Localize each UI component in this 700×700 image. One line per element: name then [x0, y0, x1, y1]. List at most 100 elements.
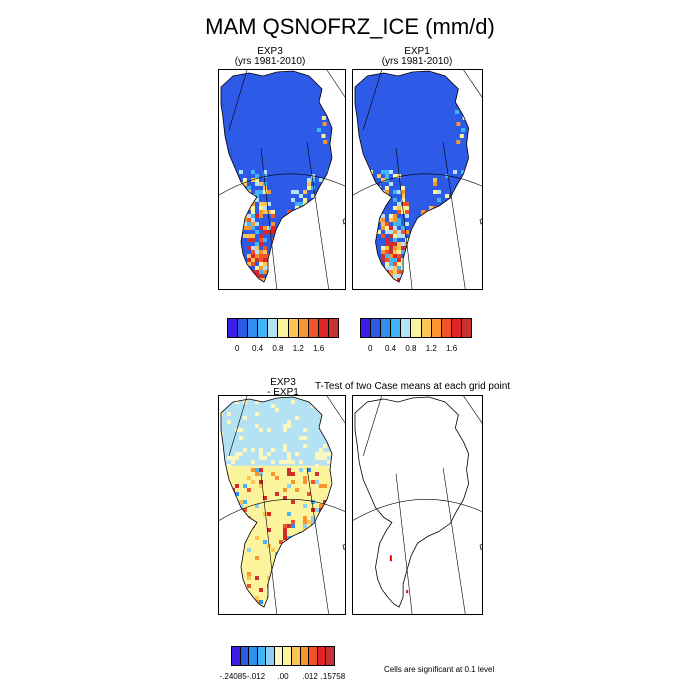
- field-cell: [465, 198, 469, 202]
- field-cell: [385, 258, 389, 262]
- field-cell: [227, 508, 231, 512]
- field-cell: [223, 536, 227, 540]
- field-cell: [239, 504, 243, 508]
- field-cell: [477, 282, 481, 286]
- field-cell: [279, 246, 283, 250]
- field-cell: [311, 238, 315, 242]
- field-cell: [433, 226, 437, 230]
- field-cell: [339, 552, 343, 556]
- field-cell: [259, 266, 263, 270]
- field-cell: [389, 278, 393, 282]
- field-cell: [433, 190, 437, 194]
- field-cell: [287, 282, 291, 286]
- field-cell: [243, 190, 247, 194]
- field-cell: [469, 246, 473, 250]
- field-cell: [247, 548, 251, 552]
- field-cell: [465, 270, 469, 274]
- field-cell: [319, 258, 323, 262]
- field-cell: [409, 270, 413, 274]
- field-cell: [279, 286, 283, 290]
- field-cell: [231, 588, 235, 592]
- field-cell: [327, 274, 331, 278]
- colorbar-tick-label: 1.6: [446, 344, 458, 353]
- field-cell: [445, 274, 449, 278]
- field-cell: [381, 258, 385, 262]
- field-cell: [295, 488, 299, 492]
- field-cell: [389, 170, 393, 174]
- field-cell: [461, 210, 465, 214]
- field-cell: [255, 266, 259, 270]
- field-cell: [283, 528, 287, 532]
- field-cell: [377, 230, 381, 234]
- field-cell: [343, 286, 346, 290]
- field-cell: [271, 214, 275, 218]
- field-cell: [456, 140, 461, 144]
- field-cell: [291, 460, 295, 464]
- colorbar-swatch: [283, 647, 293, 665]
- field-cell: [401, 226, 405, 230]
- field-cell: [421, 282, 425, 286]
- field-cell: [409, 246, 413, 250]
- field-cell: [459, 134, 464, 138]
- field-cell: [409, 254, 413, 258]
- field-cell: [299, 286, 303, 290]
- field-cell: [295, 238, 299, 242]
- field-cell: [251, 448, 255, 452]
- field-cell: [421, 270, 425, 274]
- field-cell: [433, 246, 437, 250]
- field-cell: [311, 234, 315, 238]
- field-cell: [393, 218, 397, 222]
- field-cell: [397, 270, 401, 274]
- field-cell: [397, 274, 401, 278]
- field-cell: [397, 230, 401, 234]
- colorbar-tick-label: 0: [234, 344, 240, 353]
- field-cell: [457, 286, 461, 290]
- field-cell: [417, 266, 421, 270]
- field-cell: [331, 214, 332, 218]
- field-cell: [323, 428, 327, 432]
- field-cell: [267, 512, 271, 516]
- field-cell: [429, 274, 433, 278]
- field-cell: [331, 412, 332, 416]
- field-cell: [319, 250, 323, 254]
- colorbar-swatch: [298, 319, 309, 337]
- field-cell: [343, 258, 346, 262]
- field-cell: [239, 198, 243, 202]
- field-cell: [405, 214, 409, 218]
- field-cell: [287, 420, 291, 424]
- field-cell: [263, 186, 267, 190]
- field-cell: [231, 456, 235, 460]
- field-cell: [343, 404, 346, 408]
- field-cell: [335, 286, 339, 290]
- field-cell: [339, 230, 343, 234]
- field-cell: [263, 202, 267, 206]
- field-cell: [251, 234, 255, 238]
- field-cell: [339, 218, 343, 222]
- field-cell: [461, 258, 465, 262]
- field-cell: [251, 262, 255, 266]
- field-cell: [425, 234, 429, 238]
- field-cell: [263, 258, 267, 262]
- field-cell: [437, 246, 441, 250]
- field-cell: [323, 238, 327, 242]
- field-cell: [453, 170, 457, 174]
- field-cell: [401, 210, 405, 214]
- field-cell: [335, 282, 339, 286]
- field-cell: [453, 258, 457, 262]
- field-cell: [287, 592, 291, 596]
- meridian-line: [260, 473, 278, 614]
- field-cell: [481, 234, 483, 238]
- field-cell: [405, 282, 409, 286]
- field-cell: [433, 270, 437, 274]
- field-cell: [327, 286, 331, 290]
- field-cell: [331, 246, 332, 250]
- field-cell: [429, 214, 433, 218]
- map-panel-exp3: [218, 69, 346, 290]
- field-cell: [409, 282, 413, 286]
- field-cell: [259, 452, 263, 456]
- field-cell: [339, 258, 343, 262]
- field-cell: [339, 270, 343, 274]
- field-cell: [385, 274, 389, 278]
- field-cell: [473, 258, 477, 262]
- lat-arc: [353, 173, 482, 196]
